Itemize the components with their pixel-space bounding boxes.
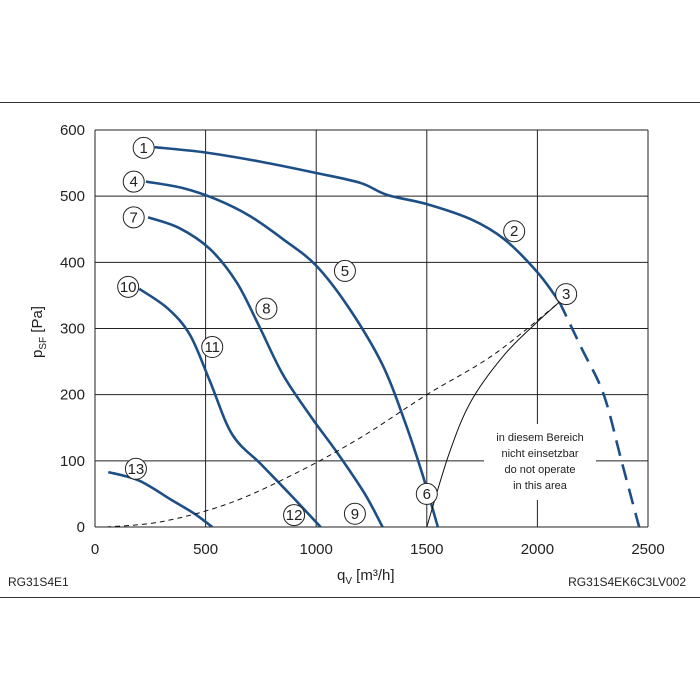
x-axis-label: qV [m³/h] xyxy=(337,567,395,587)
marker-circle xyxy=(117,275,140,298)
marker-label: 7 xyxy=(130,209,138,226)
chart-frame xyxy=(0,102,700,598)
x-tick-label: 0 xyxy=(91,541,99,558)
marker-label: 6 xyxy=(423,486,431,503)
marker-circle xyxy=(283,504,306,527)
curve-marker-9: 9 xyxy=(343,502,366,525)
curve-B-ext xyxy=(437,526,440,527)
marker-circle xyxy=(255,297,278,320)
x-tick-label: 500 xyxy=(193,541,218,558)
curves xyxy=(106,145,641,527)
y-tick-label: 200 xyxy=(60,387,85,404)
curve-marker-11: 11 xyxy=(201,336,224,359)
curve-marker-10: 10 xyxy=(117,275,140,298)
marker-circle xyxy=(555,283,578,306)
marker-circle xyxy=(122,170,145,193)
curve-marker-5: 5 xyxy=(333,259,356,282)
footer-left-code: RG31S4E1 xyxy=(8,575,69,589)
marker-circle xyxy=(201,336,224,359)
curve-marker-2: 2 xyxy=(503,220,526,243)
marker-circle xyxy=(124,457,147,480)
x-tick-label: 2500 xyxy=(631,541,664,558)
curve-B xyxy=(145,180,440,527)
note-line: in diesem Bereich xyxy=(496,432,583,444)
marker-circle xyxy=(122,206,145,229)
curve-marker-13: 13 xyxy=(124,457,147,480)
curve-marker-7: 7 xyxy=(122,206,145,229)
curve-marker-4: 4 xyxy=(122,170,145,193)
note-background xyxy=(484,424,596,500)
marker-label: 4 xyxy=(130,174,138,191)
note-line: in this area xyxy=(513,480,568,492)
marker-label: 10 xyxy=(120,279,137,296)
curve-A xyxy=(154,145,561,303)
marker-label: 5 xyxy=(341,263,349,280)
marker-circle xyxy=(503,220,526,243)
y-tick-label: 300 xyxy=(60,321,85,338)
x-tick-label: 1000 xyxy=(300,541,333,558)
curve-C xyxy=(147,216,384,527)
footer-right-code: RG31S4EK6C3LV002 xyxy=(568,575,686,589)
curve-D xyxy=(138,287,322,527)
marker-circle xyxy=(333,259,356,282)
note-line: do not operate xyxy=(505,464,576,476)
marker-label: 8 xyxy=(262,301,270,318)
y-tick-label: 500 xyxy=(60,188,85,205)
curve-marker-8: 8 xyxy=(255,297,278,320)
marker-label: 9 xyxy=(351,506,359,523)
y-tick-label: 600 xyxy=(60,122,85,139)
note-line: nicht einsetzbar xyxy=(501,448,578,460)
curve-A-ext xyxy=(558,301,641,527)
curve-limit xyxy=(426,301,560,527)
tick-labels: 0 500 1000 1500 2000 2500 0 100 200 300 400 500 600 xyxy=(60,122,665,558)
marker-label: 13 xyxy=(128,461,145,478)
marker-label: 3 xyxy=(562,286,570,303)
curve-E xyxy=(107,470,214,527)
marker-label: 11 xyxy=(204,339,220,356)
marker-circle xyxy=(132,136,155,159)
marker-label: 2 xyxy=(510,223,518,240)
x-tick-label: 1500 xyxy=(410,541,443,558)
y-axis-label: pSF [Pa] xyxy=(29,306,49,358)
curve-marker-1: 1 xyxy=(132,136,155,159)
curve-marker-6: 6 xyxy=(415,482,438,505)
y-tick-label: 100 xyxy=(60,453,85,470)
curve-system xyxy=(106,301,560,527)
x-tick-label: 2000 xyxy=(521,541,554,558)
y-tick-label: 0 xyxy=(77,519,85,536)
marker-label: 1 xyxy=(139,140,147,157)
marker-circle xyxy=(415,482,438,505)
y-tick-label: 400 xyxy=(60,254,85,271)
marker-circle xyxy=(343,502,366,525)
do-not-operate-note: in diesem Bereich nicht einsetzbar do not … xyxy=(484,424,596,500)
marker-label: 12 xyxy=(286,507,303,524)
curve-marker-12: 12 xyxy=(283,504,306,527)
curve-marker-3: 3 xyxy=(555,283,578,306)
